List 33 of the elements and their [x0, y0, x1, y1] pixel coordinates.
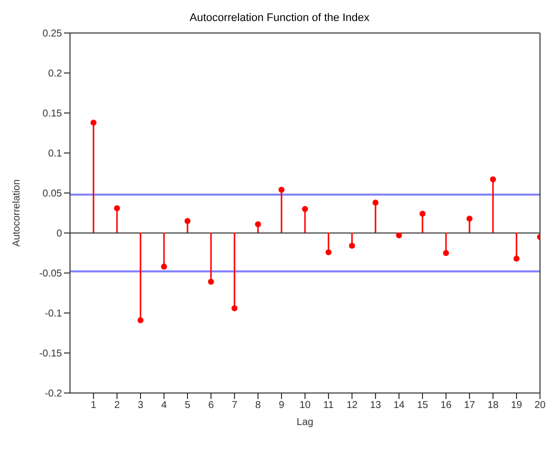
- y-tick-label: -0.2: [44, 388, 62, 400]
- x-tick-label: 20: [534, 400, 546, 412]
- y-tick-label: 0.05: [42, 188, 62, 200]
- x-tick-label: 5: [184, 400, 191, 412]
- y-tick-label: 0.2: [48, 68, 62, 80]
- x-tick-label: 19: [510, 400, 522, 412]
- x-tick-label: 6: [208, 400, 214, 412]
- y-axis-title: Autocorrelation: [12, 179, 23, 247]
- x-tick-label: 18: [487, 400, 499, 412]
- x-tick-label: 11: [323, 400, 334, 412]
- y-tick-label: 0.15: [42, 108, 62, 120]
- y-tick-label: 0.1: [48, 148, 62, 160]
- x-tick-label: 3: [138, 400, 144, 412]
- x-tick-label: 17: [464, 400, 476, 412]
- x-tick-label: 10: [299, 400, 311, 412]
- x-tick-label: 7: [232, 400, 238, 412]
- y-tick-label: -0.15: [39, 348, 62, 360]
- y-tick-label: -0.05: [39, 268, 62, 280]
- y-tick-label: -0.1: [44, 308, 62, 320]
- x-tick-label: 2: [114, 400, 120, 412]
- x-tick-label: 9: [278, 400, 285, 412]
- x-tick-label: 13: [370, 400, 382, 412]
- x-tick-label: 1: [90, 400, 97, 412]
- x-tick-label: 4: [161, 400, 168, 412]
- x-axis-title: Lag: [296, 417, 314, 428]
- y-tick-label: 0: [56, 228, 62, 240]
- x-tick-label: 15: [416, 400, 428, 412]
- chart-title: Autocorrelation Function of the Index: [188, 12, 370, 24]
- x-tick-label: 16: [440, 400, 452, 412]
- y-tick-label: 0.25: [42, 28, 62, 40]
- x-tick-label: 14: [393, 400, 405, 412]
- x-tick-label: 12: [346, 400, 358, 412]
- x-tick-label: 8: [255, 400, 262, 412]
